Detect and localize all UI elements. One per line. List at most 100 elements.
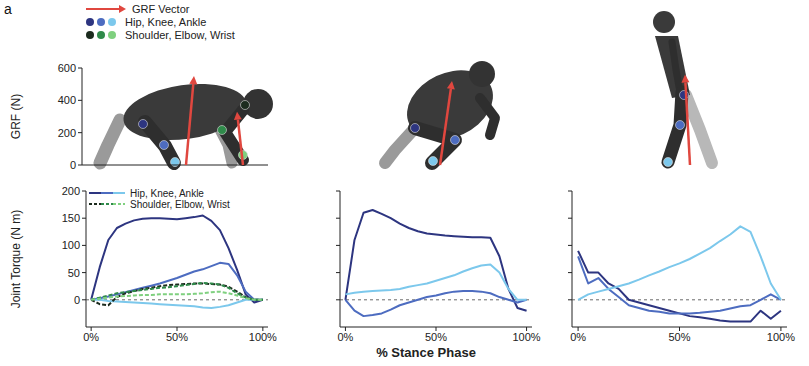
x-axis [82, 165, 268, 166]
torque-line [578, 256, 781, 313]
key-label: Hip, Knee, Ankle [125, 16, 206, 28]
key: GRF VectorHip, Knee, AnkleShoulder, Elbo… [86, 3, 235, 41]
y-tick [336, 245, 340, 246]
torque-line [578, 226, 781, 299]
x-tick-label: 50% [166, 331, 188, 343]
legend-swatch [101, 192, 113, 194]
y-axis [340, 191, 341, 327]
grf-panel: 0200400600GRF (N) [9, 62, 268, 171]
zero-line [572, 299, 787, 300]
y-axis [86, 191, 87, 327]
grf-vector-head [447, 81, 455, 89]
y-tick-label: 0 [74, 294, 80, 306]
legend-label: Shoulder, Elbow, Wrist [130, 199, 230, 210]
y-tick [82, 272, 86, 273]
torque-panel: 0501001502000%50%100%Joint Torque (N m)H… [9, 185, 277, 343]
joint-dot [451, 136, 460, 145]
y-axis [572, 191, 573, 327]
lines [91, 215, 263, 307]
x-tick-label: 100% [512, 331, 540, 343]
joint-dot [218, 126, 227, 135]
key-dot [86, 31, 94, 39]
torque-line [91, 283, 263, 300]
joint-dot [139, 120, 148, 129]
figure-label: a [4, 1, 12, 17]
figure: aGRF VectorHip, Knee, AnkleShoulder, Elb… [0, 0, 809, 366]
y-tick [568, 245, 572, 246]
head [469, 61, 495, 87]
x-tick-label: 100% [249, 331, 277, 343]
y-tick [78, 132, 82, 133]
zero-line [340, 299, 532, 300]
legend-swatch [101, 203, 113, 205]
y-tick [78, 100, 82, 101]
y-tick-label: 150 [62, 212, 80, 224]
legend-swatch [113, 192, 125, 194]
grf-vector-head [681, 74, 689, 82]
y-axis [82, 68, 83, 165]
y-tick [336, 191, 340, 192]
lines [345, 210, 526, 316]
torque-line [91, 300, 263, 308]
joint-dot [676, 121, 685, 130]
x-tick-label: 50% [668, 331, 690, 343]
y-tick-label: 100 [62, 239, 80, 251]
grf-vector-head [234, 112, 242, 120]
joint-dot [429, 157, 438, 166]
x-tick-label: 50% [425, 331, 447, 343]
legend-label: Hip, Knee, Ankle [130, 188, 204, 199]
torque-panel: 0% 50% 100% [568, 191, 795, 343]
key-dot [86, 18, 94, 26]
y-tick [78, 68, 82, 69]
y-tick-label: 50 [68, 267, 80, 279]
joint-dot [411, 124, 420, 133]
grf-vector-shaft [440, 89, 451, 165]
y-tick [568, 218, 572, 219]
grf-vector [234, 112, 243, 165]
limb [100, 120, 120, 163]
limb [145, 122, 174, 163]
limb [672, 42, 680, 92]
grf-vector-shaft [685, 82, 690, 165]
y-axis-label: GRF (N) [9, 94, 23, 139]
x-axis-label: % Stance Phase [376, 345, 476, 360]
x-tick-label: 100% [767, 331, 795, 343]
background [0, 0, 809, 366]
key-dot [108, 18, 116, 26]
grf-vector [681, 74, 690, 165]
y-tick-label: 0 [70, 159, 76, 171]
joint-dot [664, 158, 673, 167]
joint-dot [160, 141, 169, 150]
torque-line [345, 264, 526, 299]
limb [480, 98, 495, 135]
y-axis-label: Joint Torque (N m) [9, 210, 23, 308]
x-tick-label: 0% [83, 331, 99, 343]
y-tick [336, 272, 340, 273]
legend-swatch [113, 203, 125, 205]
y-tick-label: 200 [58, 127, 76, 139]
key-label: GRF Vector [132, 3, 190, 15]
y-tick-label: 600 [58, 62, 76, 74]
grf-panel [681, 74, 690, 165]
grf-vector [440, 81, 455, 165]
key-dot [97, 18, 105, 26]
joint-dot [241, 101, 250, 110]
torque-panel: 0%50%100%% Stance Phase [336, 191, 541, 360]
key-label: Shoulder, Elbow, Wrist [125, 29, 235, 41]
torque-line [91, 215, 263, 302]
y-tick [78, 165, 82, 166]
y-tick [336, 218, 340, 219]
grf-vector [186, 76, 197, 165]
grf-vector-shaft [238, 120, 243, 165]
y-tick [82, 191, 86, 192]
x-tick-label: 0% [570, 331, 586, 343]
legend-swatch [89, 203, 101, 205]
y-tick [568, 191, 572, 192]
grf-vector-shaft [186, 84, 193, 165]
legend-swatch [89, 192, 101, 194]
y-tick [82, 218, 86, 219]
y-tick [568, 272, 572, 273]
legend: Hip, Knee, AnkleShoulder, Elbow, Wrist [89, 188, 230, 210]
head [653, 11, 675, 33]
key-dot [108, 31, 116, 39]
